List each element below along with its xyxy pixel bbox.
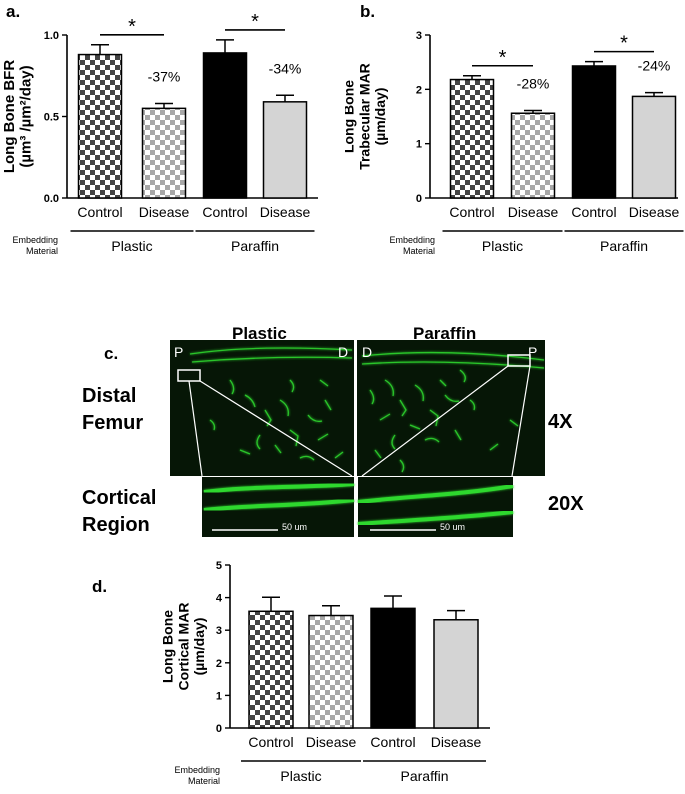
panel-d-letter: d. <box>92 577 108 596</box>
distal-femur-label: Distal Femur <box>82 383 143 437</box>
group-label: Plastic <box>111 238 152 254</box>
percent-change-label: -28% <box>517 76 550 92</box>
cortical-label: Cortical <box>82 487 157 509</box>
percent-change-label: -24% <box>638 58 671 74</box>
y-tick-label: 1 <box>416 139 422 151</box>
bar-control <box>571 65 617 199</box>
panel-c-letter: c. <box>104 344 119 363</box>
y-tick-label: 0.5 <box>44 112 59 124</box>
paraffin-20x-micrograph <box>357 477 514 537</box>
trabecular-mar-bar-chart: 0 1 2 3 Long BoneTrabecular MAR(µm/day) Contr… <box>345 30 684 256</box>
plastic-scalebar-label: 50 um <box>282 522 308 532</box>
bar-disease <box>510 112 556 199</box>
group-label: Paraffin <box>600 238 648 254</box>
plastic-20x-micrograph <box>202 477 355 537</box>
x-tick-label: Disease <box>260 204 311 220</box>
magnification-4x-label: 4X <box>548 411 573 433</box>
y-tick-label: 3 <box>216 625 222 637</box>
y-axis-label: Long BoneCortical MAR(µm/day) <box>160 603 207 691</box>
y-tick-label: 2 <box>216 658 222 670</box>
y-tick-label: 1 <box>216 690 222 702</box>
zoom-lines <box>188 365 531 477</box>
distal-label: Distal <box>82 385 137 407</box>
bfr-bar-chart: 0.0 0.5 1.0 Long Bone BFR(µm³ /µm²/day) Cont… <box>1 11 318 256</box>
cortical-mar-bar-chart: 0 1 2 3 4 5 Long BoneCortical MAR(µm/day) Contr… <box>160 560 490 786</box>
significance-star: * <box>251 11 259 33</box>
embedding-material-label: Embedding Material <box>174 765 220 786</box>
y-axis-label: Long BoneTrabecular MAR(µm/day) <box>345 63 388 170</box>
bar-control <box>202 52 248 199</box>
paraffin-image-title: Paraffin <box>413 324 477 343</box>
y-tick-label: 0.0 <box>44 193 59 205</box>
y-tick-label: 2 <box>416 84 422 96</box>
embedding-material-label: Embedding Material <box>12 235 58 256</box>
group-label: Paraffin <box>231 238 279 254</box>
group-label: Paraffin <box>401 768 449 784</box>
y-tick-label: 0 <box>416 193 422 205</box>
plastic-4x-micrograph <box>170 340 354 476</box>
x-tick-label: Control <box>202 204 247 220</box>
group-label: Plastic <box>482 238 523 254</box>
bar-control <box>449 78 495 199</box>
y-tick-label: 5 <box>216 560 222 572</box>
plastic-image-title: Plastic <box>232 324 287 343</box>
bar-control <box>248 610 294 729</box>
panel-b-letter: b. <box>360 2 376 21</box>
x-tick-label: Control <box>248 734 293 750</box>
y-tick-label: 4 <box>216 593 223 605</box>
significance-star: * <box>620 33 628 55</box>
bar-control <box>77 53 123 199</box>
x-tick-label: Disease <box>306 734 357 750</box>
bar-disease <box>262 101 308 199</box>
x-tick-label: Control <box>571 204 616 220</box>
plastic-left-corner-label: P <box>174 344 184 360</box>
embedding-material-label: Embedding Material <box>389 235 435 256</box>
x-tick-label: Disease <box>508 204 559 220</box>
y-tick-label: 0 <box>216 723 222 735</box>
group-label: Plastic <box>280 768 321 784</box>
bar-disease <box>433 619 479 729</box>
percent-change-label: -34% <box>269 60 302 76</box>
bar-control <box>370 607 416 729</box>
x-tick-label: Control <box>449 204 494 220</box>
paraffin-right-corner-label: P <box>528 344 538 360</box>
y-tick-label: 3 <box>416 30 422 42</box>
significance-star: * <box>128 16 136 38</box>
region-label: Region <box>82 514 150 536</box>
bar-disease <box>631 95 677 199</box>
significance-star: * <box>499 47 507 69</box>
paraffin-scalebar-label: 50 um <box>440 522 466 532</box>
x-tick-label: Control <box>77 204 122 220</box>
percent-change-label: -37% <box>148 68 181 84</box>
cortical-region-label: Cortical Region <box>82 485 156 539</box>
femur-label: Femur <box>82 412 144 434</box>
paraffin-left-corner-label: D <box>362 344 373 360</box>
x-tick-label: Control <box>370 734 415 750</box>
x-tick-label: Disease <box>139 204 190 220</box>
x-tick-label: Disease <box>431 734 482 750</box>
panel-a-letter: a. <box>6 2 21 21</box>
x-tick-label: Disease <box>629 204 680 220</box>
bar-disease <box>141 107 187 199</box>
y-axis-label: Long Bone BFR(µm³ /µm²/day) <box>1 60 35 173</box>
paraffin-4x-micrograph <box>357 340 545 476</box>
plastic-right-corner-label: D <box>338 344 349 360</box>
micrograph-figure <box>170 340 545 537</box>
y-tick-label: 1.0 <box>44 30 59 42</box>
bar-disease <box>308 614 354 729</box>
magnification-20x-label: 20X <box>548 493 584 515</box>
